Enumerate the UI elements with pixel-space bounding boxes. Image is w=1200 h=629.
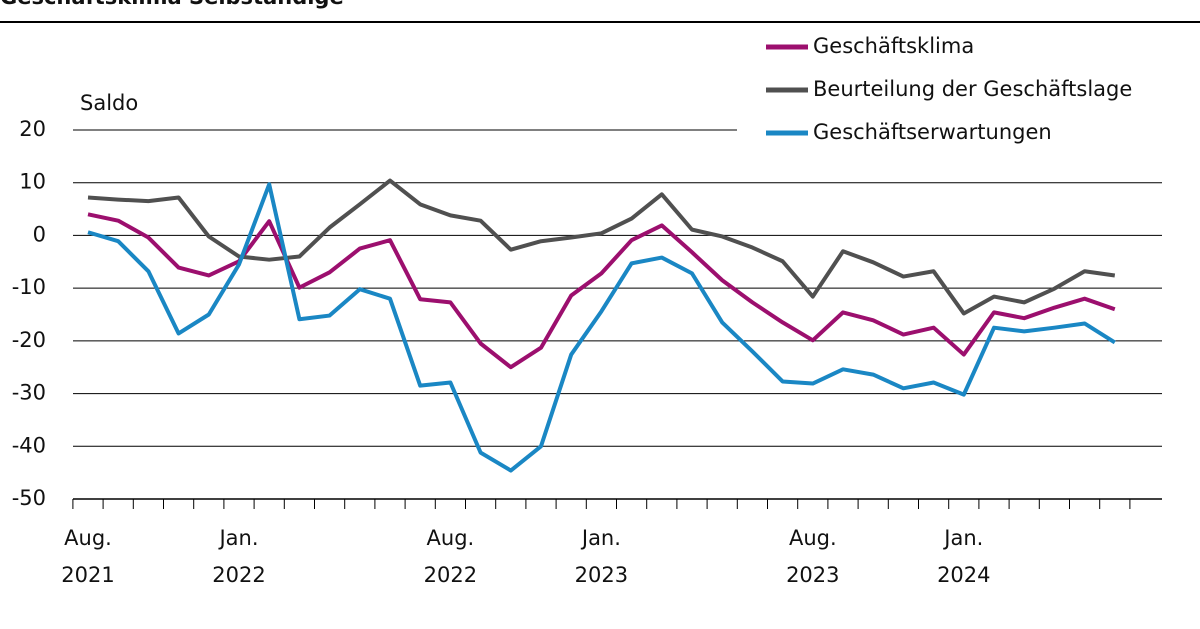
y-tick-label: 0	[33, 222, 46, 246]
y-axis-label: Saldo	[80, 91, 138, 115]
x-tick-label: 2022	[212, 563, 265, 587]
x-tick-label: Jan.	[942, 526, 983, 550]
series-line	[87, 212, 1116, 370]
y-tick-label: 20	[19, 117, 46, 141]
legend-label: Geschäftserwartungen	[813, 120, 1052, 144]
x-tick-label: Aug.	[427, 526, 475, 550]
x-tick-label: 2024	[937, 563, 990, 587]
x-tick-label: Jan.	[580, 526, 621, 550]
x-tick-label: 2023	[786, 563, 839, 587]
series-line	[87, 182, 1116, 473]
legend-label: Geschäftsklima	[813, 34, 974, 58]
y-tick-label: -20	[12, 328, 46, 352]
x-tick-label: Aug.	[64, 526, 112, 550]
y-tick-label: -10	[12, 275, 46, 299]
y-tick-label: -30	[12, 381, 46, 405]
x-tick-label: 2021	[61, 563, 114, 587]
x-tick-label: 2023	[575, 563, 628, 587]
x-tick-label: Aug.	[789, 526, 837, 550]
chart-title: Geschäftsklima Selbständige	[0, 0, 344, 9]
y-tick-label: -40	[12, 433, 46, 457]
y-tick-label: -50	[12, 486, 46, 510]
y-tick-label: 10	[19, 170, 46, 194]
x-tick-label: Jan.	[217, 526, 258, 550]
x-tick-label: 2022	[424, 563, 477, 587]
series-line	[87, 178, 1116, 316]
legend-label: Beurteilung der Geschäftslage	[813, 77, 1132, 101]
